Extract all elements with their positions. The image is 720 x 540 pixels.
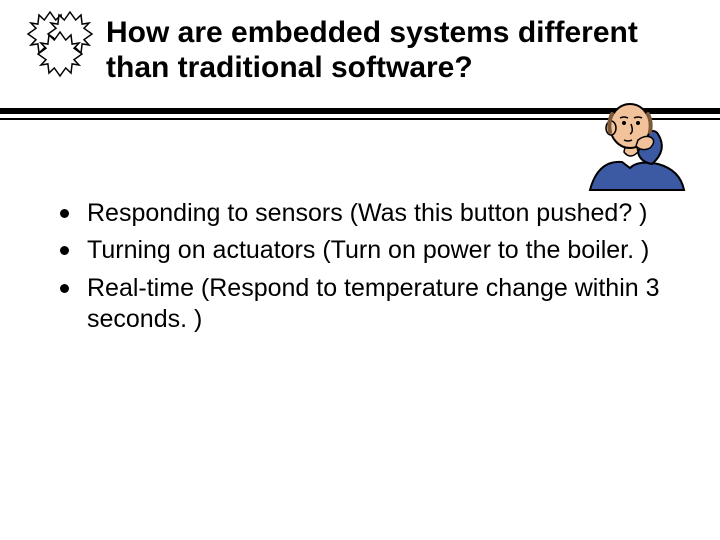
slide-body: Responding to sensors (Was this button p… bbox=[60, 198, 660, 341]
bullet-dot-icon bbox=[60, 284, 69, 293]
list-item: Responding to sensors (Was this button p… bbox=[60, 198, 660, 229]
list-item: Turning on actuators (Turn on power to t… bbox=[60, 235, 660, 266]
bullet-text: Real-time (Respond to temperature change… bbox=[87, 273, 660, 336]
thinking-man-icon bbox=[580, 90, 690, 200]
bullet-list: Responding to sensors (Was this button p… bbox=[60, 198, 660, 335]
slide-header: How are embedded systems different than … bbox=[0, 0, 720, 90]
bullet-dot-icon bbox=[60, 209, 69, 218]
list-item: Real-time (Respond to temperature change… bbox=[60, 273, 660, 336]
bullet-text: Responding to sensors (Was this button p… bbox=[87, 198, 648, 229]
slide: How are embedded systems different than … bbox=[0, 0, 720, 540]
bullet-text: Turning on actuators (Turn on power to t… bbox=[87, 235, 649, 266]
bullet-dot-icon bbox=[60, 246, 69, 255]
logo-three-stars-icon bbox=[20, 10, 100, 90]
slide-title: How are embedded systems different than … bbox=[106, 16, 700, 85]
